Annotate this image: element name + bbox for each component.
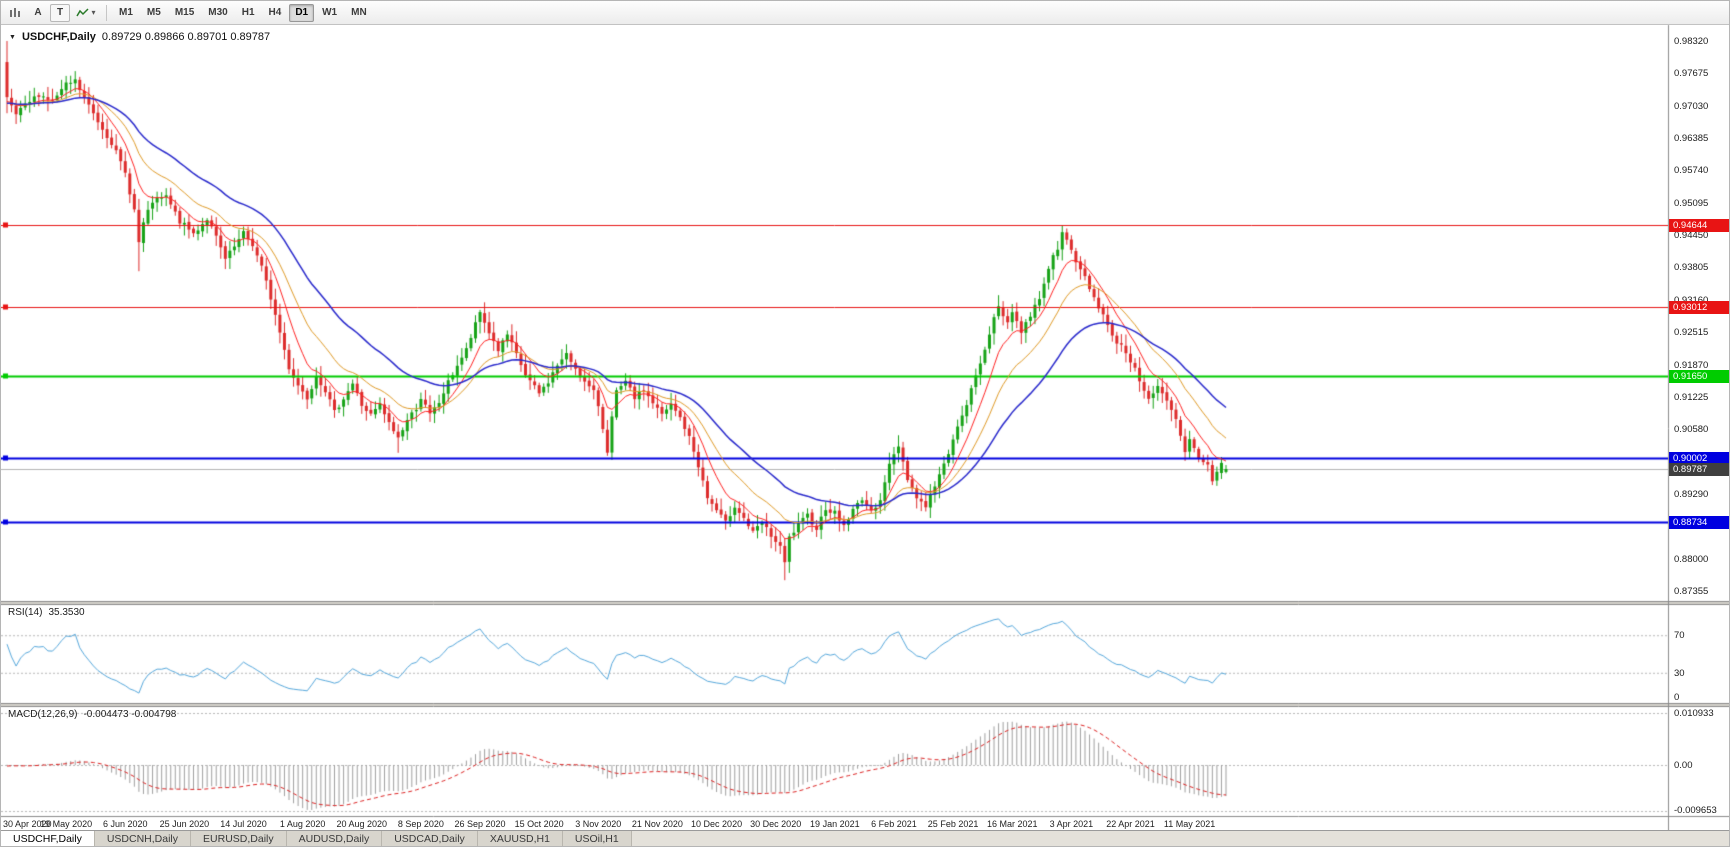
chart-ohlc-values: 0.89729 0.89866 0.89701 0.89787 xyxy=(101,31,271,43)
chevron-down-icon: ▾ xyxy=(91,8,96,17)
timeframe-button-m1[interactable]: M1 xyxy=(113,4,139,22)
text-tool-button[interactable]: T xyxy=(50,3,70,22)
tab-usdchf-daily[interactable]: USDCHF,Daily xyxy=(1,831,95,846)
timeframe-button-m15[interactable]: M15 xyxy=(169,4,200,22)
timeframe-group: M1 M5 M15 M30 H1 H4 D1 W1 MN xyxy=(112,3,374,22)
macd-name: MACD(12,26,9) xyxy=(8,709,78,720)
tab-usdcad-daily[interactable]: USDCAD,Daily xyxy=(382,831,478,846)
tab-audusd-daily[interactable]: AUDUSD,Daily xyxy=(286,831,383,846)
chart-window-icon[interactable] xyxy=(5,4,27,22)
indicator-line-icon xyxy=(76,7,90,16)
indicators-dropdown-button[interactable]: ▾ xyxy=(71,4,101,22)
symbol-dropdown-icon[interactable]: ▼ xyxy=(9,33,16,41)
timeframe-button-mn[interactable]: MN xyxy=(345,4,373,22)
rsi-value: 35.3530 xyxy=(48,607,85,618)
chart-symbol: USDCHF,Daily xyxy=(21,31,96,43)
rsi-indicator-label: RSI(14) 35.3530 xyxy=(8,607,85,618)
timeframe-button-m30[interactable]: M30 xyxy=(202,4,233,22)
tab-usdcnh-daily[interactable]: USDCNH,Daily xyxy=(94,831,192,846)
timeframe-button-h1[interactable]: H1 xyxy=(236,4,261,22)
toolbar-separator xyxy=(106,4,107,21)
tab-xauusd-h1[interactable]: XAUUSD,H1 xyxy=(477,831,563,846)
annotation-tool-button[interactable]: A xyxy=(28,4,48,22)
timeframe-button-h4[interactable]: H4 xyxy=(263,4,288,22)
toolbar: A T ▾ M1 M5 M15 M30 H1 H4 D1 W1 MN xyxy=(1,1,1729,25)
chart-title: ▼ USDCHF,Daily 0.89729 0.89866 0.89701 0… xyxy=(9,31,270,43)
rsi-name: RSI(14) xyxy=(8,607,43,618)
tab-usoil-h1[interactable]: USOil,H1 xyxy=(562,831,632,846)
tab-eurusd-daily[interactable]: EURUSD,Daily xyxy=(191,831,287,846)
timeframe-button-d1[interactable]: D1 xyxy=(289,3,315,22)
macd-values: -0.004473 -0.004798 xyxy=(83,709,177,720)
macd-indicator-label: MACD(12,26,9) -0.004473 -0.004798 xyxy=(8,709,176,720)
chart-tabs-bar: USDCHF,Daily USDCNH,Daily EURUSD,Daily AUDU… xyxy=(1,830,1729,846)
timeframe-button-m5[interactable]: M5 xyxy=(141,4,167,22)
timeframe-button-w1[interactable]: W1 xyxy=(316,4,343,22)
